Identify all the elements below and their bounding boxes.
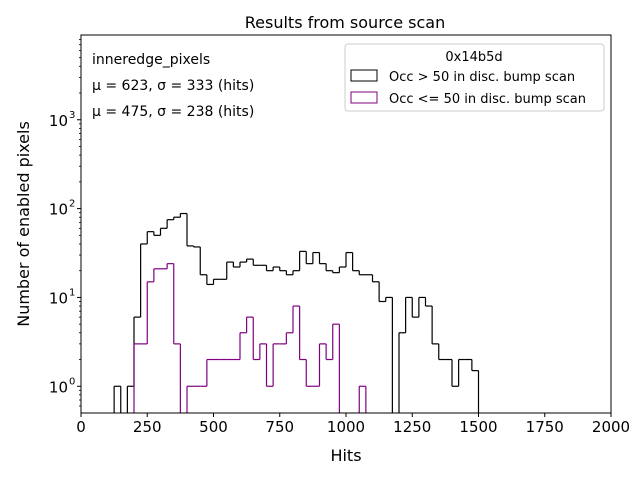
y-axis-label: Number of enabled pixels [14, 121, 33, 327]
y-tick-label: 10 [49, 289, 68, 307]
x-tick-label: 500 [199, 418, 228, 436]
y-tick-label: 10 [49, 112, 68, 130]
x-tick-label: 1750 [526, 418, 564, 436]
plot-area [113, 212, 480, 413]
legend-swatch-occ-le-50 [350, 91, 378, 104]
legend-swatch-occ-gt-50 [350, 69, 378, 82]
legend: 0x14b5d Occ > 50 in disc. bump scan Occ … [344, 43, 605, 112]
x-tick-label: 1000 [327, 418, 365, 436]
x-tick-label: 2000 [592, 418, 630, 436]
y-tick-exponent: 1 [69, 287, 75, 298]
stats-annotation: inneredge_pixels μ = 623, σ = 333 (hits)… [92, 52, 254, 120]
y-tick-exponent: 3 [69, 110, 75, 121]
x-axis-label: Hits [330, 446, 361, 465]
y-tick-exponent: 2 [69, 199, 75, 210]
y-tick-label: 10 [49, 201, 68, 219]
annotation-name: inneredge_pixels [92, 52, 210, 68]
annotation-stats-black: μ = 623, σ = 333 (hits) [92, 78, 254, 94]
y-tick-exponent: 0 [69, 376, 75, 387]
annotation-stats-purple: μ = 475, σ = 238 (hits) [92, 104, 254, 120]
legend-label-occ-gt-50: Occ > 50 in disc. bump scan [389, 70, 575, 85]
series-occ-le-50 [133, 263, 367, 413]
chart-title: Results from source scan [245, 13, 445, 32]
legend-label-occ-le-50: Occ <= 50 in disc. bump scan [389, 92, 586, 107]
legend-box [344, 43, 605, 112]
series-occ-gt-50 [113, 212, 480, 413]
legend-title: 0x14b5d [445, 50, 502, 65]
y-tick-label: 10 [49, 378, 68, 396]
x-tick-label: 750 [265, 418, 294, 436]
x-tick-label: 1500 [459, 418, 497, 436]
x-tick-label: 250 [133, 418, 162, 436]
x-axis: 0 250 500 750 1000 1250 1500 1750 2000 [76, 413, 630, 436]
x-tick-label: 1250 [393, 418, 431, 436]
x-tick-label: 0 [76, 418, 86, 436]
series-layer [113, 212, 480, 413]
